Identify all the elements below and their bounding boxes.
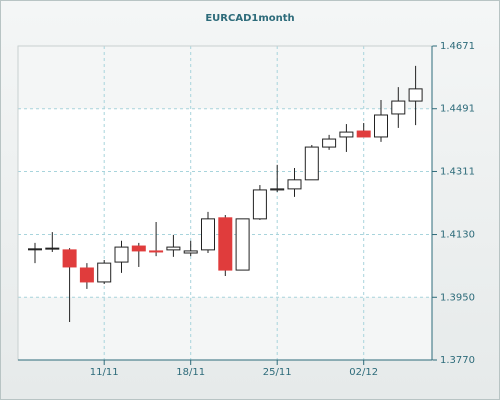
candle-body bbox=[183, 250, 198, 254]
band bbox=[18, 46, 432, 109]
y-tick-label: 1.3950 bbox=[440, 292, 475, 303]
y-tick-label: 1.4491 bbox=[440, 104, 475, 115]
candle-body bbox=[149, 250, 164, 253]
candle-body bbox=[28, 248, 42, 251]
x-tick-label: 18/11 bbox=[176, 367, 205, 378]
band bbox=[18, 297, 432, 360]
y-tick-label: 1.3770 bbox=[440, 355, 475, 366]
x-tick-label: 02/12 bbox=[349, 367, 378, 378]
x-tick-label: 25/11 bbox=[263, 367, 292, 378]
candle-body bbox=[79, 267, 94, 283]
candle-body bbox=[339, 131, 354, 138]
candle-body bbox=[114, 246, 129, 263]
candle-body bbox=[45, 247, 60, 250]
y-tick-label: 1.4311 bbox=[440, 166, 475, 177]
candle-body bbox=[287, 179, 302, 190]
candle-body bbox=[356, 130, 371, 138]
candle-body bbox=[304, 146, 319, 181]
candle-body bbox=[218, 217, 233, 271]
y-tick-label: 1.4130 bbox=[440, 230, 475, 241]
x-tick-label: 11/11 bbox=[90, 367, 119, 378]
candle-body bbox=[270, 188, 285, 191]
chart-title: EURCAD1month bbox=[205, 13, 294, 24]
candle-body bbox=[62, 249, 77, 268]
candle-body bbox=[374, 114, 388, 138]
candle-body bbox=[166, 246, 181, 251]
y-tick-label: 1.4671 bbox=[440, 41, 475, 52]
candle-body bbox=[252, 189, 267, 220]
candle-body bbox=[322, 138, 337, 148]
candle-body bbox=[391, 100, 406, 115]
candle-body bbox=[235, 218, 250, 271]
candle-body bbox=[408, 88, 423, 102]
candle-body bbox=[131, 245, 146, 252]
candle-body bbox=[201, 218, 215, 251]
candle-body bbox=[97, 262, 112, 283]
